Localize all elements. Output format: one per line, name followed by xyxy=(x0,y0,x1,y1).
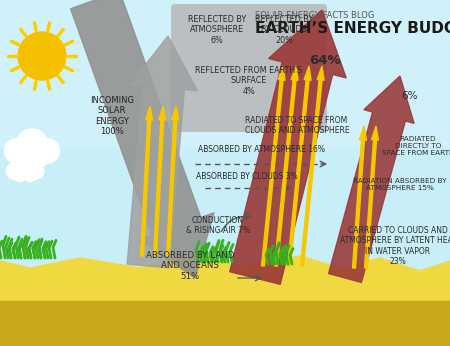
Text: REFLECTED BY
BY CLOUDS
20%: REFLECTED BY BY CLOUDS 20% xyxy=(255,15,313,45)
Polygon shape xyxy=(352,126,366,268)
Polygon shape xyxy=(364,126,378,268)
Polygon shape xyxy=(230,10,346,284)
Circle shape xyxy=(14,156,36,177)
Polygon shape xyxy=(127,36,198,268)
Circle shape xyxy=(14,147,34,166)
Circle shape xyxy=(18,32,66,80)
Polygon shape xyxy=(0,254,450,346)
Circle shape xyxy=(17,129,47,160)
Circle shape xyxy=(4,139,29,163)
Text: RADIATED TO SPACE FROM
CLOUDS AND ATMOSPHERE: RADIATED TO SPACE FROM CLOUDS AND ATMOSP… xyxy=(245,116,350,135)
FancyBboxPatch shape xyxy=(171,4,327,132)
Text: 64%: 64% xyxy=(309,55,341,67)
Polygon shape xyxy=(301,66,324,266)
Text: SOLAR ENERGY FACTS BLOG: SOLAR ENERGY FACTS BLOG xyxy=(255,11,374,20)
Text: REFLECTED FROM EARTH'S
SURFACE
4%: REFLECTED FROM EARTH'S SURFACE 4% xyxy=(195,66,303,96)
Circle shape xyxy=(35,139,59,163)
Text: ABSORBED BY CLOUDS 3%: ABSORBED BY CLOUDS 3% xyxy=(196,172,298,181)
Text: REFLECTED BY
ATMOSPHERE
6%: REFLECTED BY ATMOSPHERE 6% xyxy=(188,15,246,45)
Text: EARTH’S ENERGY BUDGET: EARTH’S ENERGY BUDGET xyxy=(255,21,450,36)
Polygon shape xyxy=(0,301,450,346)
Circle shape xyxy=(30,147,50,166)
Text: RADIATED
DIRECTLY TO
SPACE FROM EARTH: RADIATED DIRECTLY TO SPACE FROM EARTH xyxy=(382,136,450,156)
Circle shape xyxy=(23,168,37,182)
Text: ABSORBED BY ATMOSPHERE 16%: ABSORBED BY ATMOSPHERE 16% xyxy=(198,145,325,154)
Text: RADIATION ABSORBED BY
ATMOSPHERE 15%: RADIATION ABSORBED BY ATMOSPHERE 15% xyxy=(353,178,447,191)
Polygon shape xyxy=(274,66,298,266)
Text: CARRIED TO CLOUDS AND
ATMOSPHERE BY LATENT HEAT
IN WATER VAPOR
23%: CARRIED TO CLOUDS AND ATMOSPHERE BY LATE… xyxy=(340,226,450,266)
Bar xyxy=(0,0,450,146)
Text: ABSORBED BY LAND
AND OCEANS
51%: ABSORBED BY LAND AND OCEANS 51% xyxy=(146,251,234,281)
Polygon shape xyxy=(153,106,166,256)
Circle shape xyxy=(27,163,44,179)
Text: CONDUCTION
& RISING AIR 7%: CONDUCTION & RISING AIR 7% xyxy=(186,216,250,235)
Polygon shape xyxy=(140,106,153,256)
Circle shape xyxy=(13,168,27,182)
Polygon shape xyxy=(71,0,214,278)
Text: 6%: 6% xyxy=(402,91,418,101)
Polygon shape xyxy=(328,76,414,282)
Polygon shape xyxy=(166,106,179,256)
Polygon shape xyxy=(261,66,285,266)
Polygon shape xyxy=(288,66,311,266)
Text: INCOMING
SOLAR
ENERGY
100%: INCOMING SOLAR ENERGY 100% xyxy=(90,96,134,136)
Circle shape xyxy=(6,163,23,179)
